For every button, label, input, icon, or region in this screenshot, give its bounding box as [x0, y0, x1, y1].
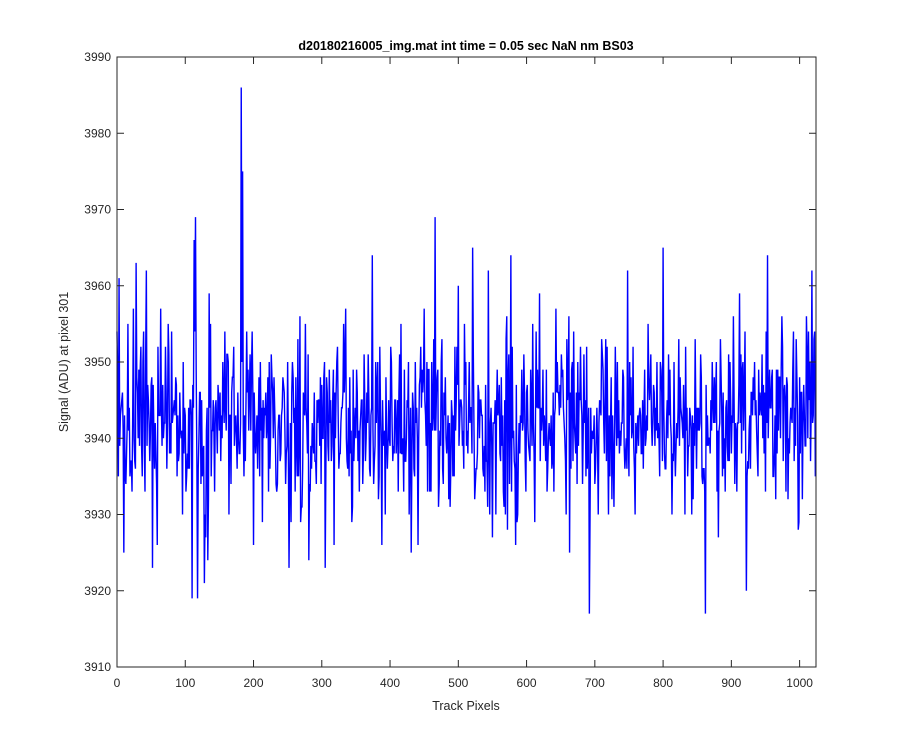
y-tick-label: 3970 — [84, 203, 111, 217]
x-tick-label: 300 — [312, 676, 332, 690]
x-axis-label: Track Pixels — [432, 699, 500, 713]
chart-title: d20180216005_img.mat int time = 0.05 sec… — [298, 39, 633, 53]
signal-series-line — [116, 87, 817, 614]
x-tick-label: 500 — [448, 676, 468, 690]
x-axis: 0 100 200 300 400 500 600 700 800 900 1000 — [114, 57, 813, 690]
y-tick-label: 3930 — [84, 508, 111, 522]
y-tick-label: 3990 — [84, 50, 111, 64]
y-tick-label: 3910 — [84, 660, 111, 674]
series-layer — [116, 87, 817, 614]
x-tick-label: 800 — [653, 676, 673, 690]
y-tick-label: 3920 — [84, 584, 111, 598]
y-tick-label: 3940 — [84, 431, 111, 445]
y-tick-label: 3980 — [84, 126, 111, 140]
x-tick-label: 600 — [517, 676, 537, 690]
x-tick-label: 400 — [380, 676, 400, 690]
x-tick-label: 100 — [175, 676, 195, 690]
y-tick-label: 3950 — [84, 355, 111, 369]
x-tick-label: 200 — [244, 676, 264, 690]
y-axis: 3910 3920 3930 3940 3950 3960 3970 3980 3990 — [84, 50, 816, 674]
x-tick-label: 0 — [114, 676, 121, 690]
x-tick-label: 900 — [721, 676, 741, 690]
y-axis-label: Signal (ADU) at pixel 301 — [57, 292, 71, 432]
x-tick-label: 1000 — [786, 676, 813, 690]
x-tick-label: 700 — [585, 676, 605, 690]
y-tick-label: 3960 — [84, 279, 111, 293]
